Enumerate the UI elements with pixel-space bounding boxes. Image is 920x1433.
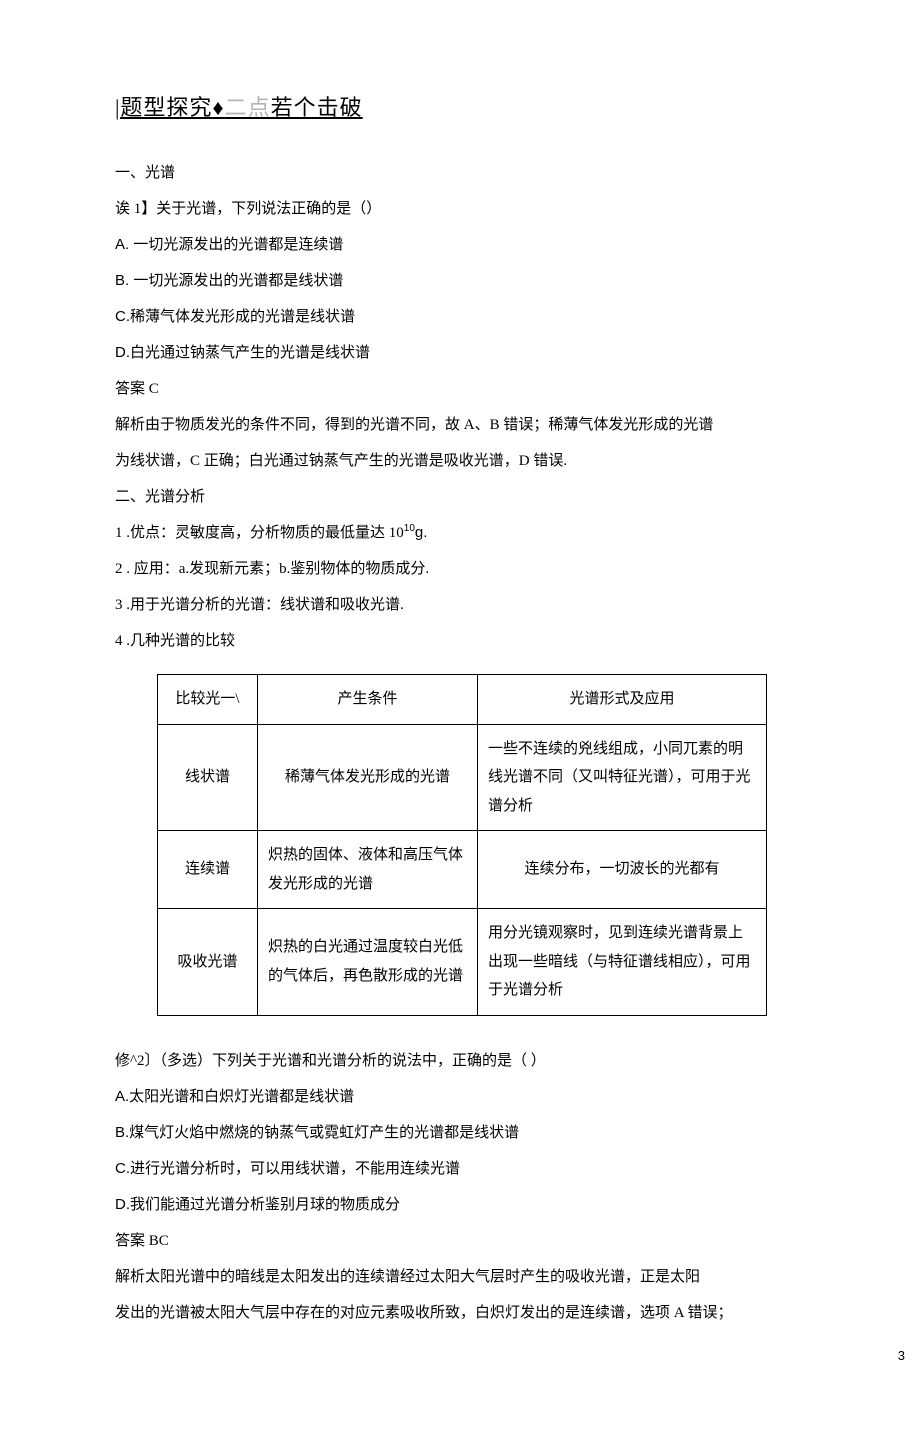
r1c2: 稀薄气体发光形成的光谱 — [258, 724, 478, 831]
q1-a-text: A. 一切光源发出的光谱都是连续谱 — [115, 236, 343, 253]
q1-explain-1: 解析由于物质发光的条件不同，得到的光谱不同，故 A、B 错误；稀薄气体发光形成的… — [115, 410, 920, 440]
pt1-pre: 1 .优点：灵敏度高，分析物质的最低量达 10 — [115, 525, 404, 541]
point-2: 2 . 应用：a.发现新元素；b.鉴别物体的物质成分. — [115, 554, 920, 584]
q1-option-c: C.稀薄气体发光形成的光谱是线状谱 — [115, 302, 920, 332]
q2-option-a: A.太阳光谱和白炽灯光谱都是线状谱 — [115, 1082, 920, 1112]
table-row: 比较光一\ 产生条件 光谱形式及应用 — [158, 675, 767, 725]
th-compare: 比较光一\ — [158, 675, 258, 725]
point-1: 1 .优点：灵敏度高，分析物质的最低量达 1010g. — [115, 518, 920, 548]
q2-option-d: D.我们能通过光谱分析鉴别月球的物质成分 — [115, 1190, 920, 1220]
q1-option-b: B. 一切光源发出的光谱都是线状谱 — [115, 266, 920, 296]
pt1-sup: 10 — [404, 523, 415, 534]
q1-b-text: B. 一切光源发出的光谱都是线状谱 — [115, 272, 343, 289]
title-diamond: ♦ — [212, 95, 224, 120]
r1c3: 一些不连续的兇线组成，小同兀素的明线光谱不同（又叫特征光谱），可用于光谱分析 — [478, 724, 767, 831]
q1-option-a: A. 一切光源发出的光谱都是连续谱 — [115, 230, 920, 260]
q1-stem: 诶 1】关于光谱，下列说法正确的是（） — [115, 194, 920, 224]
q1-explain-2: 为线状谱，C 正确；白光通过钠蒸气产生的光谱是吸收光谱，D 错误. — [115, 446, 920, 476]
pt1-post: g. — [415, 524, 428, 541]
q1-d-text: D.白光通过钠蒸气产生的光谱是线状谱 — [115, 344, 370, 361]
q1-answer: 答案 C — [115, 374, 920, 404]
th-form: 光谱形式及应用 — [478, 675, 767, 725]
q2-explain-2: 发出的光谱被太阳大气层中存在的对应元素吸收所致，白炽灯发出的是连续谱，选项 A … — [115, 1298, 920, 1328]
q2-c-text: C.进行光谱分析时，可以用线状谱，不能用连续光谱 — [115, 1160, 460, 1177]
r3c1: 吸收光谱 — [158, 909, 258, 1016]
title-main2: 若个击破 — [271, 95, 363, 120]
table-row: 连续谱 炽热的固体、液体和高压气体发光形成的光谱 连续分布，一切波长的光都有 — [158, 831, 767, 909]
r2c1: 连续谱 — [158, 831, 258, 909]
q1-c-text: C.稀薄气体发光形成的光谱是线状谱 — [115, 308, 355, 325]
q2-stem: 修^2〕（多选）下列关于光谱和光谱分析的说法中，正确的是（ ） — [115, 1046, 920, 1076]
point-4: 4 .几种光谱的比较 — [115, 626, 920, 656]
page-number: 3 — [898, 1348, 905, 1363]
q2-option-c: C.进行光谱分析时，可以用线状谱，不能用连续光谱 — [115, 1154, 920, 1184]
r3c2: 炽热的白光通过温度较白光低的气体后，再色散形成的光谱 — [258, 909, 478, 1016]
r2c3: 连续分布，一切波长的光都有 — [478, 831, 767, 909]
title-main1: 题型探究 — [120, 95, 212, 120]
q2-answer: 答案 BC — [115, 1226, 920, 1256]
r1c1: 线状谱 — [158, 724, 258, 831]
section1-heading: 一、光谱 — [115, 158, 920, 188]
spectrum-table: 比较光一\ 产生条件 光谱形式及应用 线状谱 稀薄气体发光形成的光谱 一些不连续… — [157, 674, 767, 1016]
table-row: 线状谱 稀薄气体发光形成的光谱 一些不连续的兇线组成，小同兀素的明线光谱不同（又… — [158, 724, 767, 831]
th-condition: 产生条件 — [258, 675, 478, 725]
r3c3: 用分光镜观察时，见到连续光谱背景上出现一些暗线（与特征谱线相应），可用于光谱分析 — [478, 909, 767, 1016]
table-row: 吸收光谱 炽热的白光通过温度较白光低的气体后，再色散形成的光谱 用分光镜观察时，… — [158, 909, 767, 1016]
point-3: 3 .用于光谱分析的光谱：线状谱和吸收光谱. — [115, 590, 920, 620]
q2-b-text: B.煤气灯火焰中燃烧的钠蒸气或霓虹灯产生的光谱都是线状谱 — [115, 1124, 519, 1141]
q1-option-d: D.白光通过钠蒸气产生的光谱是线状谱 — [115, 338, 920, 368]
r2c2: 炽热的固体、液体和高压气体发光形成的光谱 — [258, 831, 478, 909]
q2-option-b: B.煤气灯火焰中燃烧的钠蒸气或霓虹灯产生的光谱都是线状谱 — [115, 1118, 920, 1148]
section2-heading: 二、光谱分析 — [115, 482, 920, 512]
q2-explain-1: 解析太阳光谱中的暗线是太阳发出的连续谱经过太阳大气层时产生的吸收光谱，正是太阳 — [115, 1262, 920, 1292]
section-title: |题型探究♦二点若个击破 — [115, 90, 920, 122]
title-gray: 二点 — [225, 95, 271, 120]
q2-d-text: D.我们能通过光谱分析鉴别月球的物质成分 — [115, 1196, 400, 1213]
q2-a-text: A.太阳光谱和白炽灯光谱都是线状谱 — [115, 1088, 354, 1105]
